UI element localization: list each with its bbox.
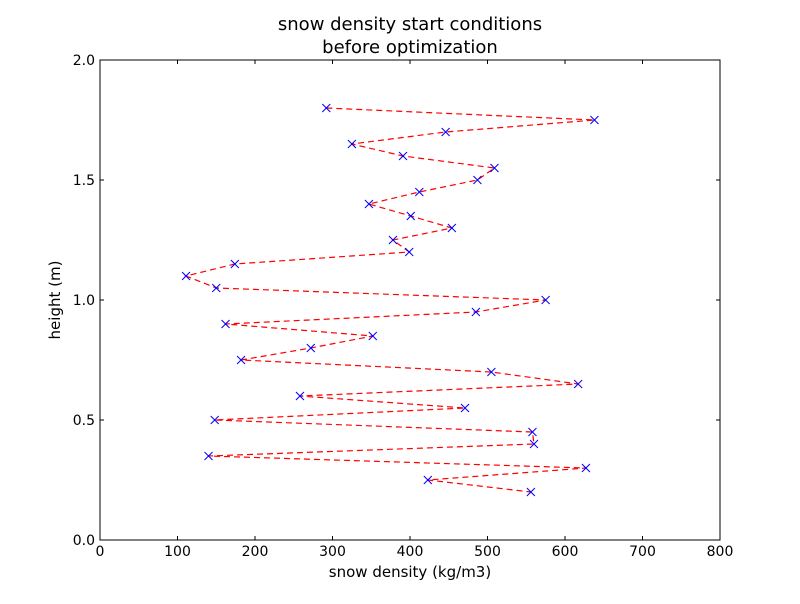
data-point-marker (347, 139, 357, 149)
marker-stroke (590, 115, 599, 125)
marker-stroke (398, 151, 408, 161)
data-point-marker (364, 199, 374, 209)
data-point-marker (398, 151, 408, 161)
marker-stroke (541, 295, 550, 305)
marker-stroke (181, 271, 191, 281)
data-point-marker (404, 247, 414, 257)
y-axis-label: height (m) (46, 261, 64, 340)
data-point-marker (460, 403, 470, 413)
x-axis-label: snow density (kg/m3) (329, 563, 491, 581)
marker-stroke (573, 379, 583, 389)
y-tick-label: 2.0 (73, 53, 95, 69)
marker-stroke (447, 223, 457, 233)
data-point-marker (236, 355, 246, 365)
data-point-marker (181, 271, 191, 281)
marker-stroke (347, 139, 357, 149)
x-tick-label: 300 (319, 544, 346, 560)
marker-stroke (441, 127, 451, 137)
marker-stroke (295, 391, 305, 401)
marker-stroke (236, 355, 246, 365)
y-tick-label: 1.5 (73, 173, 95, 189)
marker-stroke (473, 175, 482, 185)
data-layer (181, 103, 599, 497)
data-point-marker (230, 259, 240, 269)
data-point-marker (529, 439, 539, 449)
data-point-marker (388, 235, 398, 245)
data-point-marker (573, 379, 583, 389)
marker-stroke (490, 163, 499, 173)
data-point-marker (368, 331, 378, 341)
x-tick-label: 100 (164, 544, 191, 560)
marker-stroke (211, 283, 221, 293)
marker-stroke (487, 367, 496, 377)
x-tick-label: 600 (552, 544, 579, 560)
marker-stroke (526, 487, 536, 497)
y-axis-ticks: 0.0 0.5 1.0 1.5 2.0 (73, 53, 720, 549)
data-point-marker (295, 391, 305, 401)
data-point-marker (447, 223, 457, 233)
plot-frame (99, 59, 721, 541)
marker-stroke (423, 475, 433, 485)
marker-stroke (404, 247, 414, 257)
data-point-marker (490, 163, 499, 173)
marker-stroke (529, 439, 539, 449)
marker-stroke (528, 427, 537, 437)
x-tick-label: 800 (707, 544, 734, 560)
data-point-marker (487, 367, 496, 377)
chart-subtitle: before optimization (322, 37, 498, 58)
data-point-marker (473, 175, 482, 185)
series-line (184, 107, 595, 493)
marker-stroke (460, 403, 470, 413)
marker-stroke (230, 259, 240, 269)
x-tick-label: 400 (397, 544, 424, 560)
marker-stroke (581, 463, 591, 473)
y-tick-label: 1.0 (73, 293, 95, 309)
marker-stroke (406, 211, 416, 221)
marker-stroke (204, 451, 213, 461)
data-point-marker (581, 463, 591, 473)
data-point-marker (321, 103, 331, 113)
x-axis-ticks: 0 100 200 300 400 500 600 700 800 (96, 60, 734, 560)
marker-stroke (471, 307, 481, 317)
x-tick-label: 200 (242, 544, 269, 560)
x-tick-label: 500 (474, 544, 501, 560)
x-tick-label: 0 (96, 544, 105, 560)
data-point-marker (210, 415, 220, 425)
data-point-marker (204, 451, 213, 461)
marker-stroke (388, 235, 398, 245)
data-point-marker (414, 187, 424, 197)
data-point-marker (306, 343, 316, 353)
data-point-marker (423, 475, 433, 485)
marker-stroke (368, 331, 378, 341)
marker-stroke (221, 319, 230, 329)
data-point-marker (221, 319, 230, 329)
marker-stroke (414, 187, 424, 197)
data-point-marker (441, 127, 451, 137)
chart-title: snow density start conditions (278, 14, 542, 35)
data-point-marker (590, 115, 599, 125)
marker-stroke (364, 199, 374, 209)
x-tick-label: 700 (629, 544, 656, 560)
data-point-marker (211, 283, 221, 293)
data-point-marker (528, 427, 537, 437)
data-point-marker (471, 307, 481, 317)
data-point-marker (541, 295, 550, 305)
marker-stroke (306, 343, 316, 353)
y-tick-label: 0.5 (73, 413, 95, 429)
y-tick-label: 0.0 (73, 533, 95, 549)
data-point-marker (526, 487, 536, 497)
marker-stroke (321, 103, 331, 113)
marker-stroke (210, 415, 220, 425)
data-point-marker (406, 211, 416, 221)
